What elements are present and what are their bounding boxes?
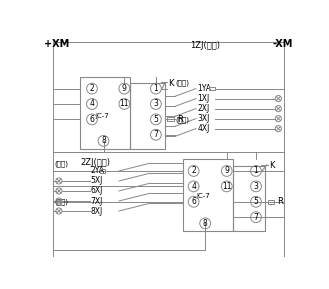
Text: 11: 11	[222, 182, 232, 191]
Bar	[81, 77, 131, 149]
Text: 11: 11	[119, 99, 129, 108]
Bar	[100, 169, 106, 173]
Text: K: K	[168, 79, 174, 88]
Text: 2: 2	[89, 84, 94, 93]
Text: 2XJ: 2XJ	[197, 104, 210, 113]
Text: (启动): (启动)	[175, 116, 189, 123]
Bar	[183, 160, 233, 231]
Text: +XM: +XM	[44, 39, 69, 49]
Text: JC-7: JC-7	[95, 112, 109, 118]
Text: 4XJ: 4XJ	[197, 124, 210, 133]
Text: 4: 4	[89, 99, 94, 108]
Text: 7XJ: 7XJ	[90, 197, 103, 205]
Text: 7: 7	[153, 130, 158, 139]
Bar	[233, 166, 265, 231]
Bar	[267, 200, 274, 204]
Text: 6: 6	[89, 115, 94, 124]
Text: 2YA: 2YA	[90, 166, 104, 175]
Text: 1ZJ(复归): 1ZJ(复归)	[190, 41, 220, 50]
Text: 9: 9	[224, 166, 229, 175]
Text: 4: 4	[191, 182, 196, 191]
Bar	[210, 87, 215, 90]
Text: (试验): (试验)	[54, 161, 68, 167]
Text: 5: 5	[153, 115, 158, 124]
Text: 3XJ: 3XJ	[197, 114, 210, 123]
Text: 7: 7	[254, 213, 259, 222]
Text: 1YA: 1YA	[197, 84, 212, 93]
Text: 3: 3	[153, 99, 158, 108]
Text: -XM: -XM	[273, 39, 293, 49]
Text: R: R	[177, 115, 183, 124]
Text: (启动): (启动)	[54, 199, 68, 205]
Text: 1: 1	[254, 166, 258, 175]
Text: R: R	[277, 197, 283, 206]
Text: 1XJ: 1XJ	[197, 94, 210, 103]
Text: 2: 2	[191, 166, 196, 175]
Text: 9: 9	[122, 84, 127, 93]
Text: 5XJ: 5XJ	[90, 177, 103, 186]
Text: 2ZJ(复归): 2ZJ(复归)	[81, 158, 111, 167]
Text: 8XJ: 8XJ	[90, 207, 103, 216]
Text: 5: 5	[254, 197, 259, 206]
Text: 3: 3	[254, 182, 259, 191]
Text: K: K	[269, 161, 275, 170]
Text: 8: 8	[203, 219, 208, 228]
Bar	[131, 83, 165, 149]
Text: 1: 1	[154, 84, 158, 93]
Text: JC-7: JC-7	[197, 193, 211, 199]
Text: (试验): (试验)	[175, 79, 189, 86]
Bar	[167, 117, 174, 121]
Text: 6XJ: 6XJ	[90, 186, 103, 195]
Text: 6: 6	[191, 197, 196, 206]
Text: 8: 8	[101, 136, 106, 145]
